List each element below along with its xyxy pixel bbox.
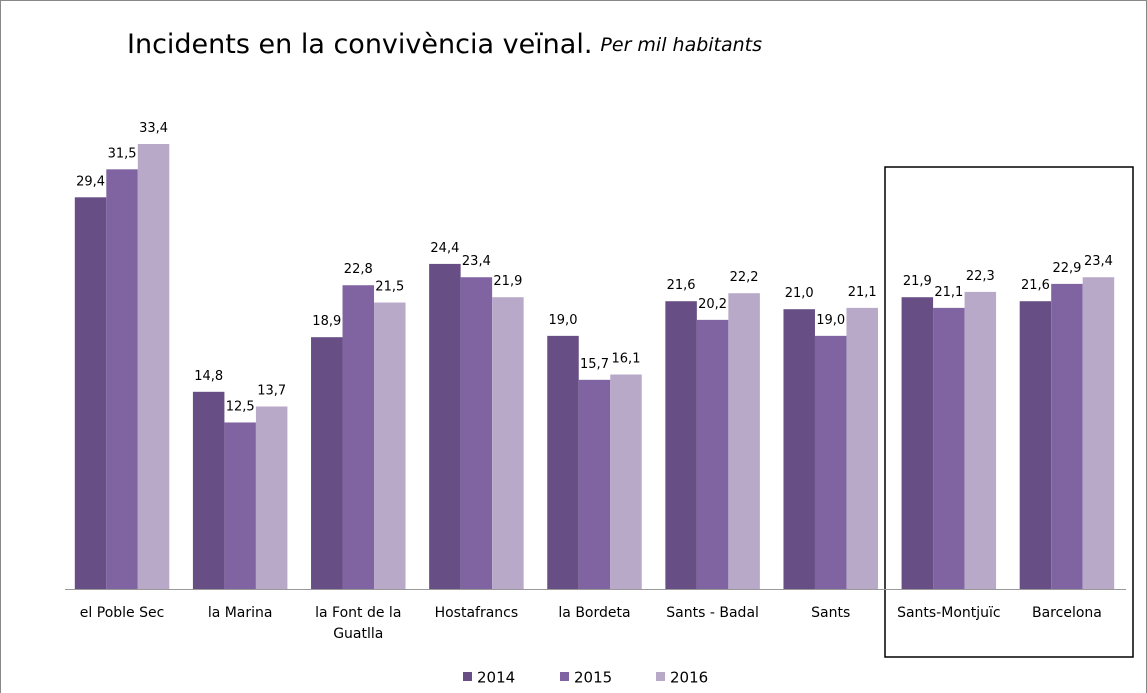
bar: [106, 169, 138, 589]
value-label: 29,4: [76, 174, 105, 189]
x-tick-label: Sants - Badal: [666, 605, 759, 621]
bar: [665, 301, 697, 589]
value-label: 21,6: [667, 278, 696, 293]
bar: [578, 379, 611, 589]
bar: [1019, 301, 1052, 589]
value-label: 21,0: [785, 286, 814, 301]
value-label: 22,8: [344, 262, 373, 277]
legend-label: 2015: [574, 669, 612, 687]
value-label: 22,9: [1052, 261, 1081, 276]
bar: [224, 422, 256, 589]
value-label: 20,2: [698, 297, 727, 312]
x-tick-label: Sants-Montjuïc: [897, 605, 1001, 621]
legend-swatch: [560, 672, 569, 681]
value-label: 18,9: [312, 314, 341, 329]
bar: [783, 309, 815, 589]
value-label: 15,7: [580, 357, 609, 372]
bar: [814, 335, 847, 589]
bar: [492, 297, 524, 589]
bar: [342, 285, 375, 589]
title: Incidents en la convivència veïnal.: [127, 29, 592, 60]
value-label: 22,2: [730, 270, 759, 285]
value-label: 33,4: [139, 121, 168, 136]
value-label: 31,5: [108, 146, 137, 161]
bar: [429, 263, 461, 589]
value-label: 21,9: [903, 274, 932, 289]
bar: [547, 335, 579, 589]
legend-swatch: [463, 672, 472, 681]
x-tick-label: Hostafrancs: [434, 605, 519, 621]
x-tick-label: la Bordeta: [558, 605, 631, 621]
value-label: 23,4: [462, 254, 491, 269]
chart-title: Incidents en la convivència veïnal. Per m…: [127, 29, 762, 60]
bar: [610, 374, 642, 589]
value-label: 19,0: [549, 313, 578, 328]
x-tick-label: la Marina: [207, 605, 273, 621]
bar: [460, 277, 493, 589]
bar: [933, 307, 965, 589]
bar: [192, 391, 225, 589]
bar: [137, 144, 170, 589]
bar: [1082, 277, 1115, 589]
bar: [374, 302, 406, 589]
legend-swatch: [656, 672, 665, 681]
value-label: 16,1: [612, 351, 641, 366]
bar: [728, 293, 760, 589]
value-label: 22,3: [966, 269, 995, 284]
x-tick-label: Sants: [811, 605, 851, 621]
value-label: 21,1: [934, 285, 963, 300]
subtitle: Per mil habitants: [600, 34, 762, 56]
value-label: 21,9: [493, 274, 522, 289]
value-label: 21,5: [375, 280, 404, 295]
bar: [255, 406, 288, 589]
value-label: 24,4: [430, 241, 459, 256]
value-label: 21,6: [1021, 278, 1050, 293]
legend-label: 2016: [670, 669, 708, 687]
value-label: 23,4: [1084, 254, 1113, 269]
bar: [696, 319, 729, 589]
highlight-box: [884, 166, 1134, 658]
value-label: 13,7: [257, 383, 286, 398]
x-tick-label: el Poble Sec: [79, 605, 165, 621]
value-label: 12,5: [226, 399, 255, 414]
bar: [846, 307, 878, 589]
bar: [74, 197, 107, 590]
x-tick-label: Barcelona: [1032, 605, 1102, 621]
bar: [964, 291, 997, 589]
x-tick-label: la Font de la Guatlla: [315, 605, 402, 642]
value-label: 19,0: [816, 313, 845, 328]
legend-label: 2014: [477, 669, 515, 687]
bar: [311, 337, 343, 589]
bar: [901, 297, 934, 589]
value-label: 21,1: [848, 285, 877, 300]
value-label: 14,8: [194, 369, 223, 384]
bar: [1051, 283, 1083, 589]
